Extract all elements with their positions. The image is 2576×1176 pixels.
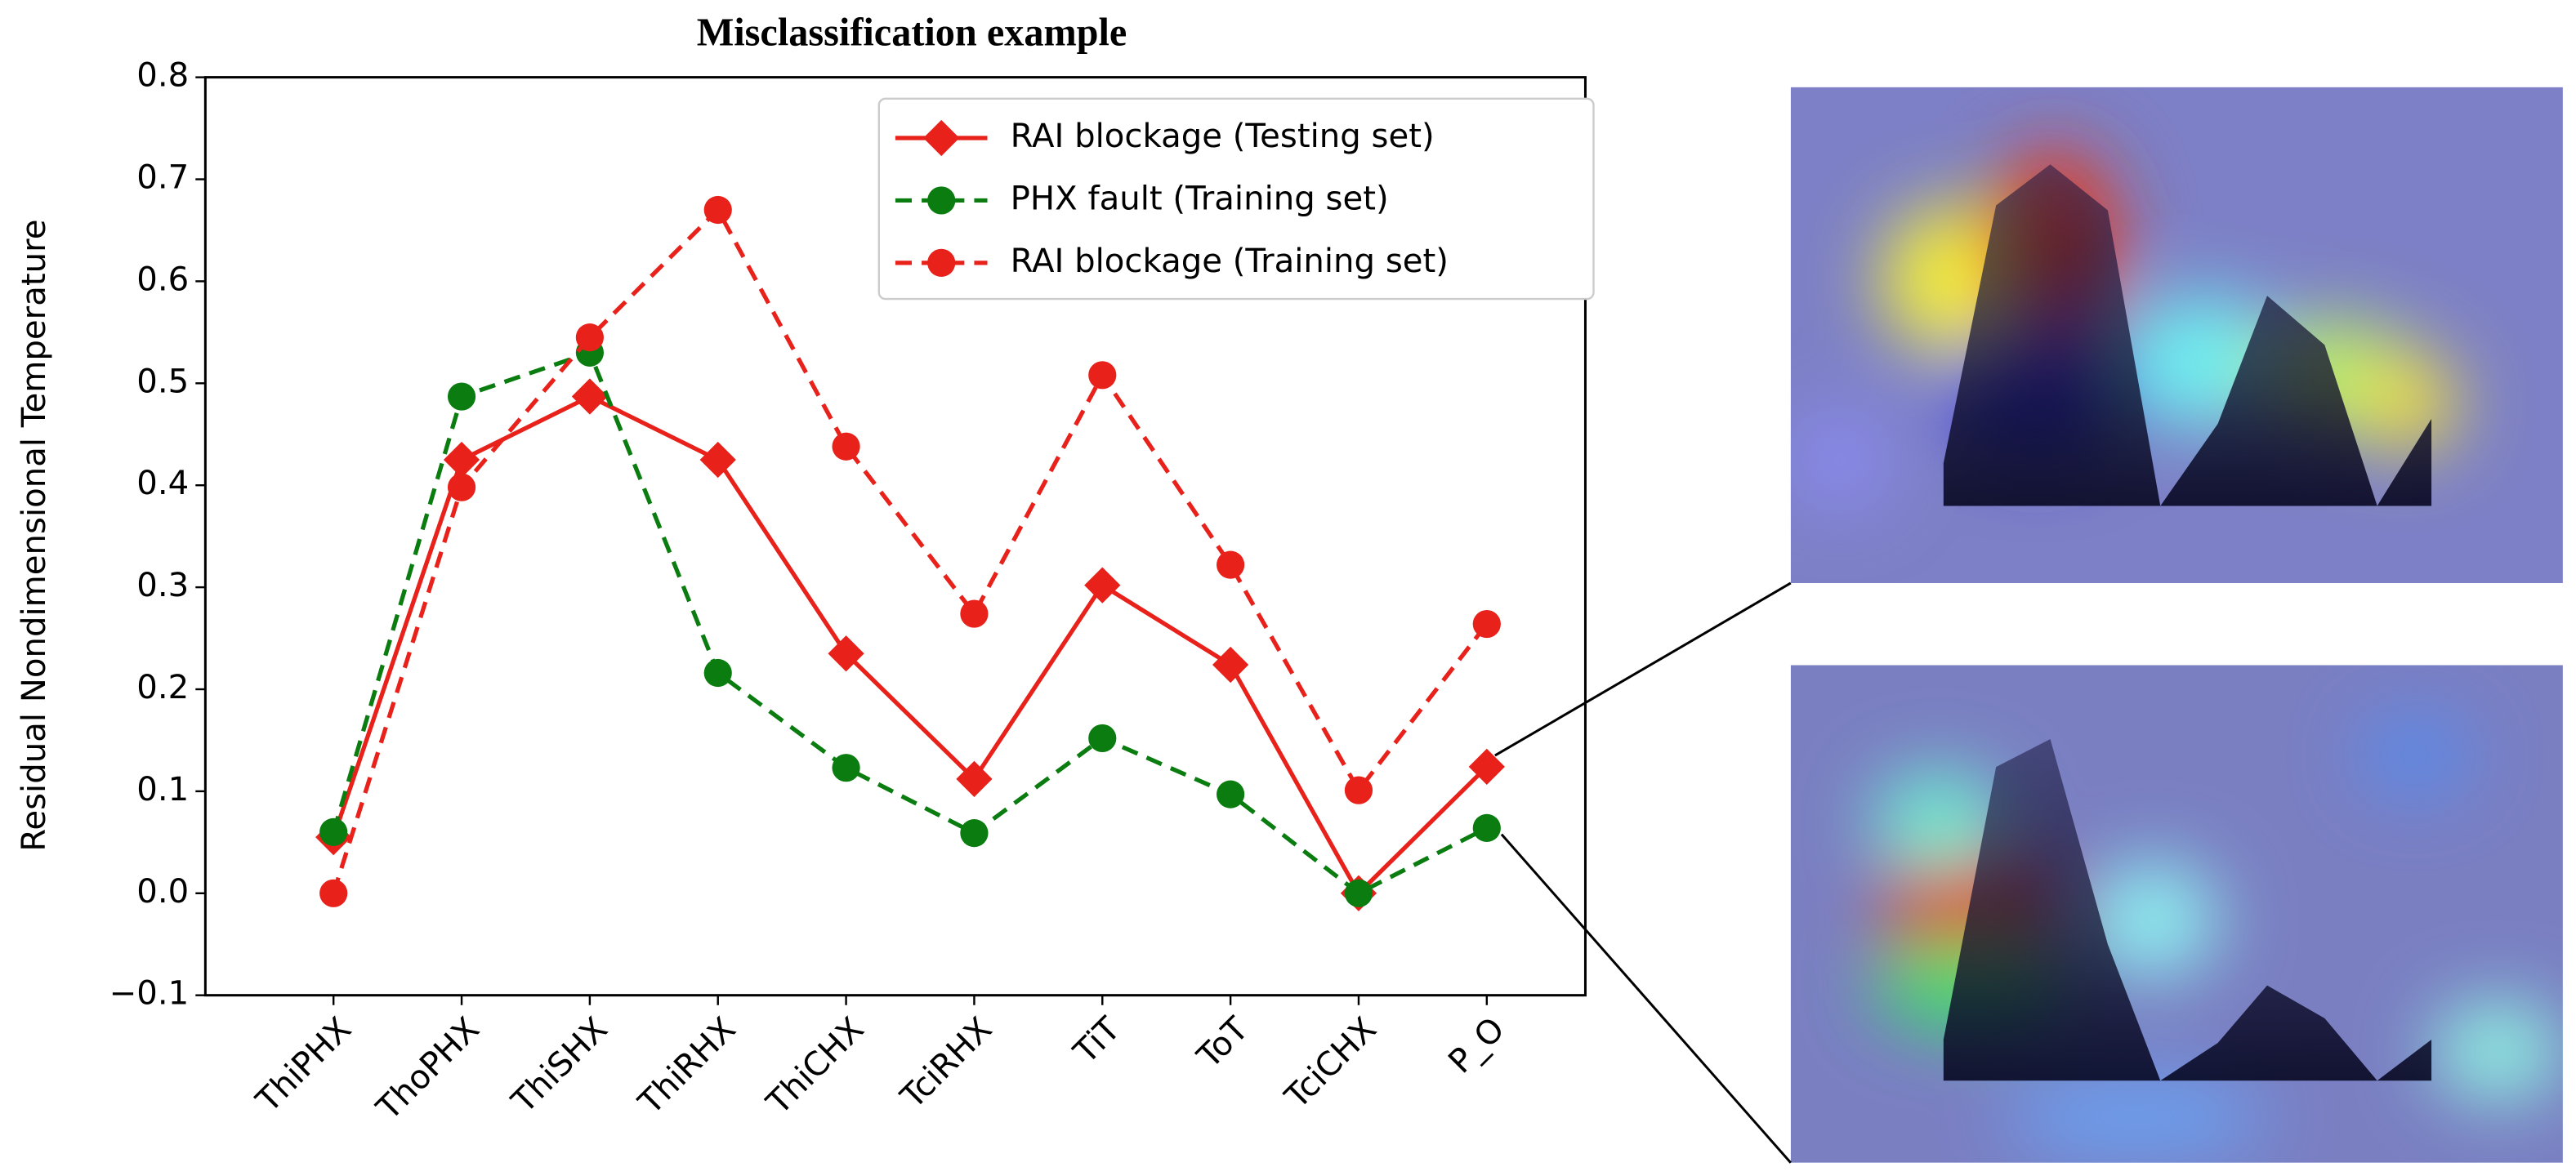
x-tick-label: TiT — [1066, 1010, 1127, 1071]
legend-label: RAI blockage (Testing set) — [1011, 118, 1435, 155]
chart-title: Misclassification example — [697, 11, 1127, 54]
marker — [1344, 776, 1373, 804]
legend-label: PHX fault (Training set) — [1011, 180, 1389, 217]
y-tick-label: 0.2 — [136, 669, 189, 706]
x-tick-label: ToT — [1190, 1010, 1257, 1076]
marker — [699, 441, 736, 479]
legend-label: RAI blockage (Training set) — [1011, 243, 1449, 280]
y-tick-label: 0.3 — [136, 567, 189, 604]
y-tick-label: 0.4 — [136, 465, 189, 502]
marker — [923, 119, 960, 157]
y-tick-label: 0.0 — [136, 873, 189, 911]
legend-box — [877, 97, 1595, 301]
marker — [447, 382, 476, 411]
heatmap-top — [1790, 87, 2563, 583]
y-axis-label: Residual Nondimensional Temperature — [16, 220, 53, 852]
marker — [703, 195, 732, 225]
marker — [703, 658, 732, 688]
plot-frame — [203, 76, 1587, 997]
legend-item: RAI blockage (Training set) — [895, 243, 1449, 280]
connector — [1494, 581, 1792, 757]
marker — [832, 432, 860, 461]
marker — [571, 378, 609, 415]
marker — [1088, 724, 1117, 753]
marker — [1217, 780, 1245, 808]
marker — [1084, 567, 1121, 604]
marker — [956, 760, 993, 798]
y-tick-label: 0.8 — [136, 57, 189, 95]
marker — [960, 599, 989, 628]
legend-item: PHX fault (Training set) — [895, 180, 1389, 217]
heatmap-bottom — [1790, 665, 2563, 1163]
x-tick-label: ThiRHX — [632, 1010, 743, 1122]
marker — [319, 879, 348, 907]
y-tick-label: 0.5 — [136, 363, 189, 400]
connector — [1500, 833, 1792, 1164]
series-line — [331, 206, 1489, 894]
marker — [927, 248, 956, 277]
marker — [575, 323, 604, 352]
marker — [1344, 879, 1373, 907]
marker — [319, 817, 348, 846]
marker — [1212, 646, 1249, 684]
y-tick-label: −0.1 — [109, 975, 190, 1013]
y-tick-label: 0.6 — [136, 261, 189, 298]
series-line — [331, 394, 1489, 898]
marker — [447, 473, 476, 501]
x-tick-label: TciRHX — [893, 1010, 999, 1116]
x-tick-label: ThoPHX — [369, 1010, 487, 1128]
marker — [927, 186, 956, 215]
x-tick-label: P_O — [1441, 1010, 1511, 1080]
marker — [1217, 550, 1245, 579]
legend-item: RAI blockage (Testing set) — [895, 118, 1435, 157]
x-tick-label: ThiCHX — [759, 1010, 871, 1122]
x-tick-label: ThiPHX — [249, 1010, 359, 1120]
x-tick-label: TciCHX — [1278, 1010, 1384, 1116]
marker — [960, 819, 989, 848]
marker — [1088, 361, 1117, 390]
marker — [443, 441, 480, 479]
marker — [1472, 609, 1501, 639]
x-tick-label: ThiSHX — [504, 1010, 614, 1120]
y-tick-label: 0.1 — [136, 771, 189, 808]
y-tick-label: 0.7 — [136, 159, 189, 197]
marker — [828, 635, 864, 672]
marker — [832, 754, 860, 782]
marker — [1472, 813, 1501, 842]
series-line — [331, 350, 1488, 896]
